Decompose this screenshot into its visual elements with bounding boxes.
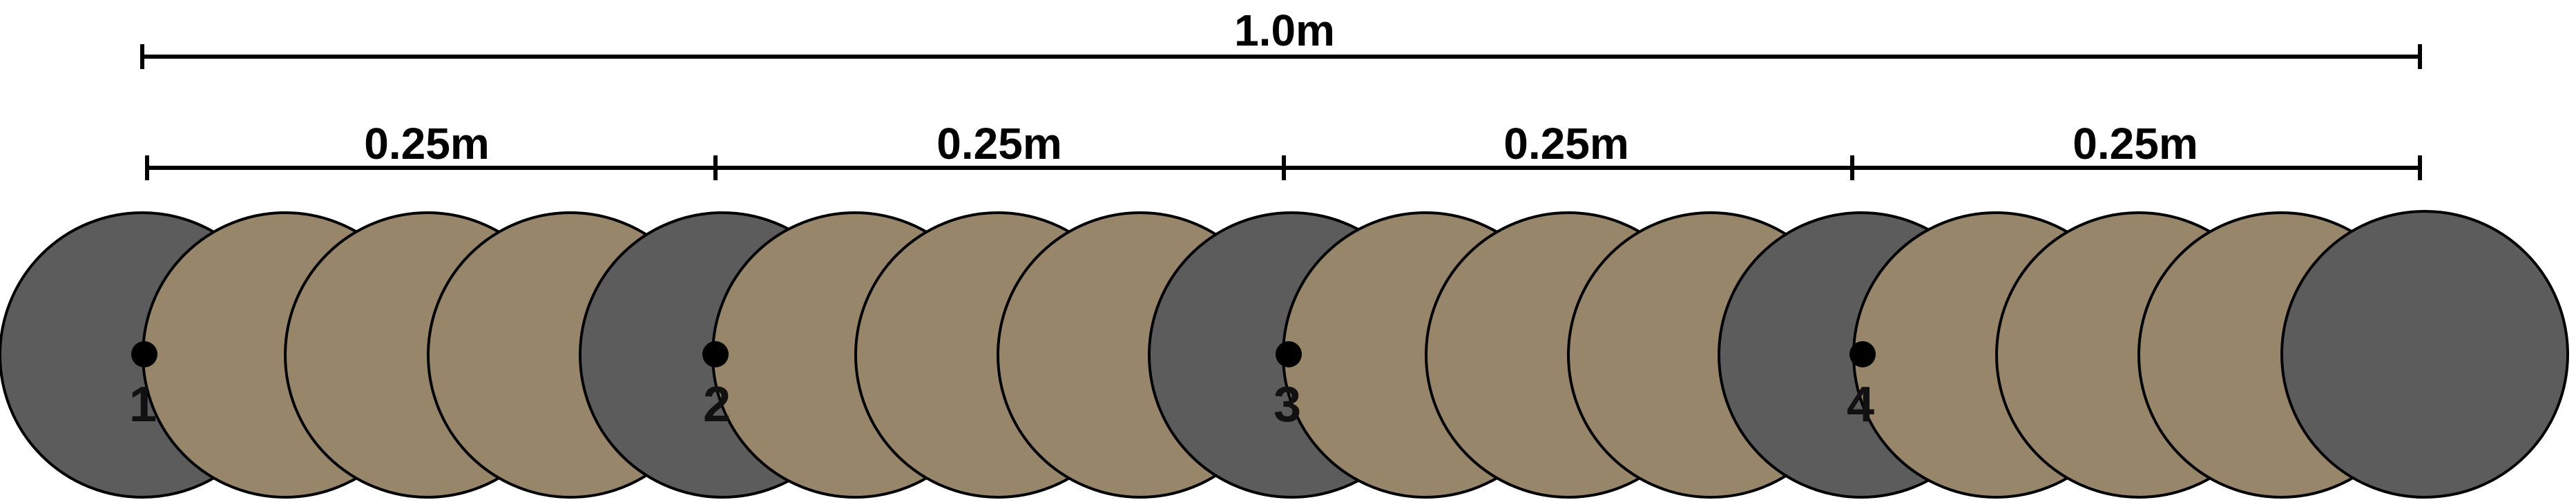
segment-dimension-label-3: 0.25m <box>1503 119 1628 169</box>
marker-label-2: 2 <box>703 377 731 432</box>
markers: 1 2 3 4 <box>129 341 1876 432</box>
marker-dot-2 <box>702 341 729 367</box>
marker-label-1: 1 <box>129 377 157 432</box>
marker-label-3: 3 <box>1273 377 1301 432</box>
segment-dimensions: 0.25m 0.25m 0.25m 0.25m <box>145 119 2422 180</box>
segment-dimension-label-1: 0.25m <box>364 119 489 169</box>
marker-dot-3 <box>1276 341 1302 367</box>
segment-dimension-label-2: 0.25m <box>936 119 1061 169</box>
total-dimension-label: 1.0m <box>1234 6 1335 55</box>
total-dimension: 1.0m <box>140 6 2422 69</box>
marked-circle-end <box>2280 210 2569 499</box>
marker-label-4: 4 <box>1847 377 1874 432</box>
marker-dot-4 <box>1849 341 1876 367</box>
segment-dimension-label-4: 0.25m <box>2073 119 2198 169</box>
marker-dot-1 <box>131 341 157 367</box>
